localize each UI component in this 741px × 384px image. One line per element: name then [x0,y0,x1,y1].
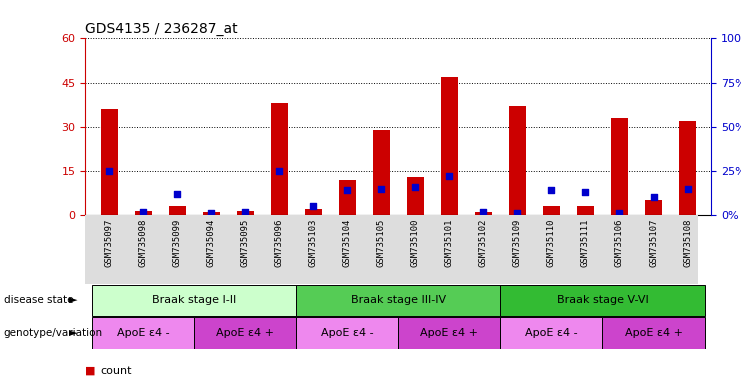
Bar [577,206,594,215]
Text: GDS4135 / 236287_at: GDS4135 / 236287_at [85,22,238,36]
Text: Braak stage III-IV: Braak stage III-IV [350,295,446,306]
Point [682,185,694,192]
Text: ►: ► [70,328,78,338]
Point [103,168,115,174]
FancyBboxPatch shape [296,285,500,316]
Point [511,210,523,216]
Bar [305,209,322,215]
Text: GSM735109: GSM735109 [513,218,522,267]
Bar [101,109,118,215]
Bar [236,210,253,215]
Point [342,187,353,194]
Point [273,168,285,174]
Bar [509,106,526,215]
Point [171,191,183,197]
Point [239,209,251,215]
Text: GSM735101: GSM735101 [445,218,453,267]
Point [137,209,149,215]
Bar [645,200,662,215]
Text: disease state: disease state [4,295,73,306]
Text: GSM735097: GSM735097 [104,218,113,267]
Text: ApoE ε4 -: ApoE ε4 - [117,328,170,338]
FancyBboxPatch shape [194,318,296,349]
Text: ApoE ε4 +: ApoE ε4 + [216,328,274,338]
FancyBboxPatch shape [92,285,296,316]
Point [648,194,659,200]
Text: ApoE ε4 +: ApoE ε4 + [625,328,682,338]
Bar [679,121,696,215]
FancyBboxPatch shape [500,285,705,316]
Point [205,210,217,216]
Text: ■: ■ [85,366,96,376]
Bar [441,77,458,215]
Text: count: count [100,366,132,376]
Bar [611,118,628,215]
Bar [339,180,356,215]
Text: genotype/variation: genotype/variation [4,328,103,338]
Bar [407,177,424,215]
Bar [270,103,288,215]
FancyBboxPatch shape [92,318,194,349]
Text: GSM735104: GSM735104 [343,218,352,267]
Text: GSM735108: GSM735108 [683,218,692,267]
Point [477,209,489,215]
Bar [475,212,492,215]
Bar [543,206,560,215]
Text: GSM735099: GSM735099 [173,218,182,267]
Text: GSM735110: GSM735110 [547,218,556,267]
Text: ApoE ε4 -: ApoE ε4 - [321,328,373,338]
Text: GSM735102: GSM735102 [479,218,488,267]
Point [308,203,319,209]
Text: ►: ► [70,295,78,306]
Point [376,185,388,192]
Text: GSM735100: GSM735100 [411,218,420,267]
Bar [373,130,390,215]
Text: GSM735094: GSM735094 [207,218,216,267]
Text: ApoE ε4 +: ApoE ε4 + [420,328,479,338]
Text: GSM735095: GSM735095 [241,218,250,267]
Point [579,189,591,195]
FancyBboxPatch shape [500,318,602,349]
Point [409,184,421,190]
Text: GSM735107: GSM735107 [649,218,658,267]
Bar [202,212,219,215]
FancyBboxPatch shape [399,318,500,349]
Point [443,173,455,179]
Bar [169,206,185,215]
Text: Braak stage V-VI: Braak stage V-VI [556,295,648,306]
Text: GSM735096: GSM735096 [275,218,284,267]
Text: GSM735098: GSM735098 [139,218,147,267]
Text: GSM735106: GSM735106 [615,218,624,267]
Text: ApoE ε4 -: ApoE ε4 - [525,328,578,338]
FancyBboxPatch shape [296,318,399,349]
Bar [135,210,152,215]
FancyBboxPatch shape [602,318,705,349]
Text: GSM735103: GSM735103 [309,218,318,267]
Text: Braak stage I-II: Braak stage I-II [152,295,236,306]
Point [614,210,625,216]
Text: GSM735111: GSM735111 [581,218,590,267]
Point [545,187,557,194]
Text: GSM735105: GSM735105 [376,218,386,267]
